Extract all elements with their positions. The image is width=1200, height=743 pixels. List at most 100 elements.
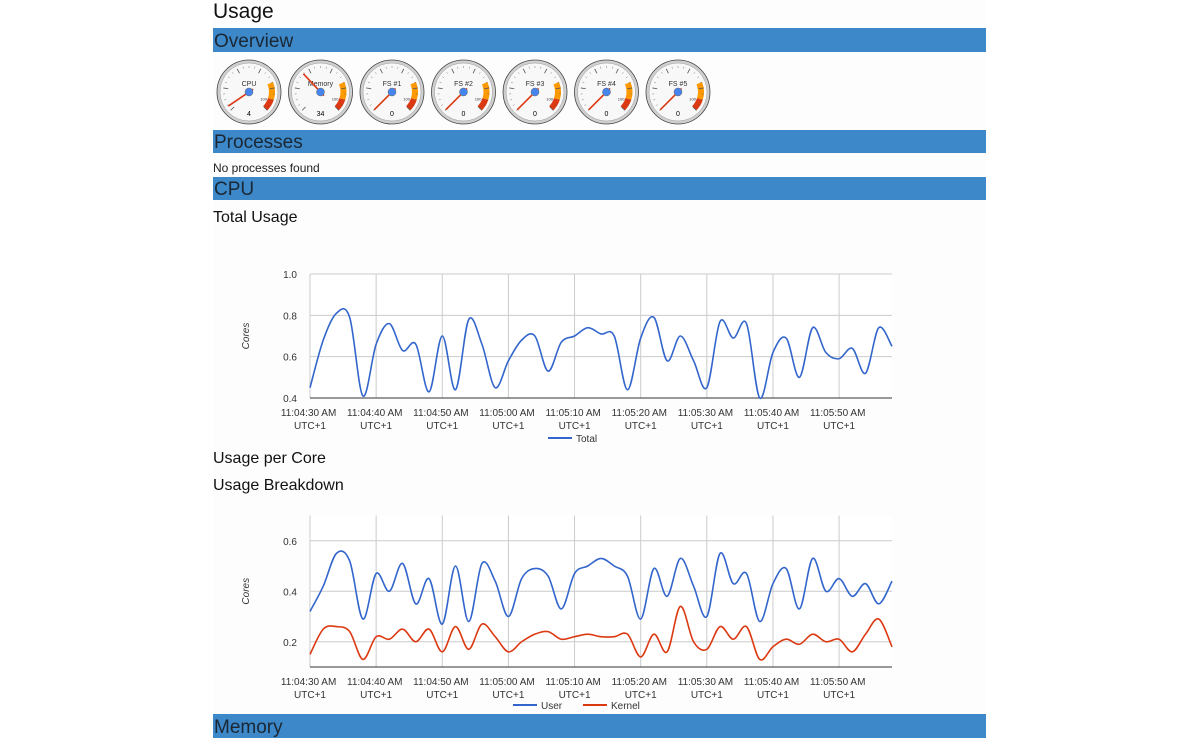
- gauge-band: [549, 98, 560, 111]
- gauge-tick: [653, 81, 656, 84]
- gauge-label: FS #2: [454, 81, 473, 88]
- gauge-tick: [370, 76, 373, 79]
- gauge-tick: [301, 106, 306, 111]
- page-title: Usage: [213, 0, 274, 23]
- gauge-tick: [263, 106, 268, 111]
- gauge-tick: [698, 104, 701, 106]
- gauge-tick: [522, 68, 526, 74]
- gauge-tick: [367, 81, 370, 84]
- gauge-tick: [269, 87, 275, 90]
- section-bar: [213, 177, 986, 200]
- gauge-tick: [446, 72, 449, 74]
- gauge-value: 0: [533, 111, 537, 118]
- gauge-tick: [581, 99, 584, 101]
- gauge-tick: [369, 104, 372, 106]
- gauge-tick: [653, 99, 656, 101]
- gauge-tick: [517, 72, 520, 74]
- gauge-tick: [557, 99, 560, 101]
- gauge-tick: [700, 99, 703, 101]
- gauge-max-label: 100: [546, 97, 553, 102]
- gauge-tick: [308, 68, 312, 74]
- y-tick-label: 0.2: [283, 638, 297, 649]
- chart-heading: Usage Breakdown: [213, 477, 344, 494]
- gauge-max-label: 100: [689, 97, 696, 102]
- gauge-tick: [339, 76, 342, 79]
- gauge-tick: [589, 72, 592, 74]
- series-line: [309, 307, 893, 399]
- gauge-tick: [692, 106, 697, 111]
- gauge-tick: [550, 72, 553, 74]
- section-bar: [213, 28, 986, 52]
- gauge-tick: [411, 76, 414, 79]
- chart-heading: Usage per Core: [213, 450, 326, 467]
- legend-label: Kernel: [611, 701, 640, 712]
- gauge-tick: [342, 81, 345, 84]
- gauge-label: FS #4: [597, 81, 616, 88]
- gauge-tick: [231, 72, 234, 74]
- gauge-tick: [299, 76, 302, 79]
- gauge-tick: [236, 68, 240, 74]
- gauge-tick: [367, 99, 370, 101]
- gauge-tick: [698, 87, 704, 90]
- gauge-band: [338, 82, 347, 101]
- gauge-tick: [687, 68, 691, 74]
- x-tick-label: 11:04:50 AM UTC+1: [413, 408, 471, 432]
- gauge-tick: [271, 81, 274, 84]
- gauge-band: [481, 82, 490, 101]
- gauge-hub: [316, 87, 325, 97]
- gauge-tick: [298, 104, 301, 106]
- section-heading: Memory: [214, 717, 283, 738]
- gauge-tick: [484, 87, 490, 90]
- plot-area: [310, 274, 892, 398]
- gauge-tick: [269, 104, 272, 106]
- x-tick-label: 11:05:40 AM UTC+1: [744, 677, 802, 701]
- x-tick-label: 11:04:30 AM UTC+1: [281, 408, 339, 432]
- y-tick-label: 0.8: [283, 311, 297, 322]
- gauge-tick: [374, 72, 377, 74]
- gauge-band: [410, 82, 419, 101]
- gauge-tick: [615, 68, 619, 74]
- gauge-tick: [549, 106, 554, 111]
- gauge-hub: [244, 87, 254, 97]
- gauge-tick: [303, 72, 306, 74]
- gauge-tick: [295, 99, 298, 101]
- gauge-tick: [555, 87, 561, 90]
- gauge-hub: [459, 87, 468, 97]
- gauge-tick: [296, 81, 299, 84]
- gauge-tick: [621, 106, 626, 111]
- gauge-tick: [584, 104, 587, 106]
- legend-label: Total: [576, 434, 597, 445]
- gauge-tick: [544, 68, 548, 74]
- gauge-band: [692, 98, 703, 111]
- gauge-tick: [660, 72, 663, 74]
- gauge-value: 0: [390, 111, 394, 118]
- gauge-tick: [693, 72, 696, 74]
- gauge-tick: [230, 106, 235, 111]
- gauge-tick: [697, 76, 700, 79]
- gauge-tick: [412, 104, 415, 106]
- gauge-tick: [625, 76, 628, 79]
- section-heading: CPU: [214, 179, 254, 200]
- gauge-tick: [341, 87, 347, 90]
- gauge-tick: [628, 81, 631, 84]
- y-tick-label: 0.6: [283, 537, 297, 548]
- x-tick-label: 11:05:10 AM UTC+1: [545, 408, 603, 432]
- gauge-tick: [224, 99, 227, 101]
- x-tick-label: 11:04:40 AM UTC+1: [347, 408, 405, 432]
- gauge-band: [624, 82, 633, 101]
- gauge-tick: [486, 99, 489, 101]
- gauge-tick: [414, 99, 417, 101]
- y-tick-label: 0.6: [283, 353, 297, 364]
- gauge-tick: [665, 68, 669, 74]
- gauge-max-label: 100: [403, 97, 410, 102]
- gauge-tick: [510, 81, 513, 84]
- gauge-tick: [438, 99, 441, 101]
- gauge-tick: [626, 104, 629, 106]
- gauge-band: [263, 98, 274, 111]
- y-tick-label: 0.4: [283, 394, 297, 405]
- section-bar: [213, 714, 986, 738]
- gauge-tick: [227, 76, 230, 79]
- gauge-tick: [439, 81, 442, 84]
- gauge-tick: [441, 104, 444, 106]
